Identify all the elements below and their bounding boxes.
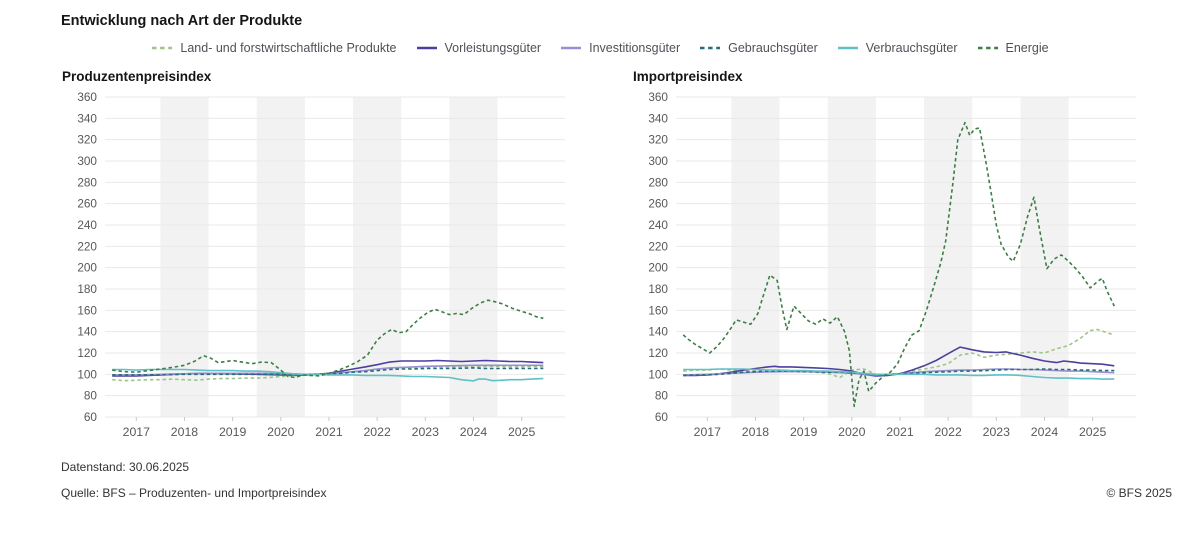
x-axis-tick-label: 2025 — [508, 425, 536, 439]
y-axis-tick-label: 220 — [648, 239, 668, 253]
y-axis-tick-label: 240 — [77, 218, 97, 232]
quelle-text: Quelle: BFS – Produzenten- und Importpre… — [61, 486, 327, 500]
year-band — [827, 97, 876, 417]
y-axis-tick-label: 320 — [77, 133, 97, 147]
y-axis-tick-label: 100 — [648, 367, 668, 381]
page-title: Entwicklung nach Art der Produkte — [61, 13, 303, 29]
y-axis-tick-label: 360 — [648, 90, 668, 104]
legend-item-verbrauchsg-ter[interactable]: Verbrauchsgüter — [837, 41, 958, 55]
legend-line-icon — [561, 46, 582, 50]
legend-label: Energie — [1005, 41, 1049, 55]
x-axis-tick-label: 2024 — [460, 425, 488, 439]
year-band — [924, 97, 973, 417]
y-axis-tick-label: 300 — [77, 154, 97, 168]
y-axis-tick-label: 160 — [648, 303, 668, 317]
x-axis-tick-label: 2022 — [363, 425, 391, 439]
x-axis-tick-label: 2021 — [315, 425, 343, 439]
y-axis-tick-label: 120 — [648, 346, 668, 360]
series-line-gebrauchsg-ter — [112, 367, 544, 376]
y-axis-tick-label: 120 — [77, 346, 97, 360]
x-axis-tick-label: 2023 — [983, 425, 1011, 439]
y-axis-tick-label: 220 — [77, 239, 97, 253]
legend-line-icon — [416, 46, 437, 50]
x-axis-tick-label: 2019 — [790, 425, 818, 439]
x-axis-tick-label: 2025 — [1079, 425, 1107, 439]
x-axis-tick-label: 2020 — [838, 425, 866, 439]
series-line-verbrauchsg-ter — [112, 368, 544, 382]
x-axis-tick-label: 2018 — [171, 425, 199, 439]
panel-title-importpreisindex: Importpreisindex — [633, 69, 743, 84]
y-axis-tick-label: 340 — [648, 111, 668, 125]
year-band — [731, 97, 780, 417]
y-axis-tick-label: 100 — [77, 367, 97, 381]
produzentenpreisindex-svg: 60 80 100 120 140 160 180 200 220 240 260 280 300 320… — [77, 90, 565, 439]
x-axis-tick-label: 2018 — [742, 425, 770, 439]
y-axis-tick-label: 180 — [648, 282, 668, 296]
y-axis-tick-label: 140 — [648, 325, 668, 339]
y-axis-tick-label: 320 — [648, 133, 668, 147]
x-axis-tick-label: 2020 — [267, 425, 295, 439]
datenstand-text: Datenstand: 30.06.2025 — [61, 460, 190, 474]
legend-label: Land- und forstwirtschaftliche Produkte — [180, 41, 397, 55]
importpreisindex-chart: 60 80 100 120 140 160 180 200 220 240 260 280 300 320… — [632, 89, 1144, 446]
x-axis-tick-label: 2022 — [934, 425, 962, 439]
y-axis-tick-label: 60 — [655, 410, 669, 424]
year-band — [449, 97, 498, 417]
y-axis-tick-label: 60 — [84, 410, 98, 424]
x-axis-tick-label: 2024 — [1031, 425, 1059, 439]
y-axis-tick-label: 260 — [77, 197, 97, 211]
y-axis-tick-label: 160 — [77, 303, 97, 317]
y-axis-tick-label: 340 — [77, 111, 97, 125]
legend-line-icon — [700, 46, 721, 50]
legend: Land- und forstwirtschaftliche Produkte V… — [0, 41, 1200, 55]
series-line-verbrauchsg-ter — [683, 368, 1115, 380]
legend-line-icon — [837, 46, 858, 50]
y-axis-tick-label: 240 — [648, 218, 668, 232]
y-axis-tick-label: 200 — [77, 261, 97, 275]
x-axis-tick-label: 2021 — [886, 425, 914, 439]
copyright-text: © BFS 2025 — [1106, 486, 1172, 500]
x-axis-tick-label: 2023 — [412, 425, 440, 439]
panel-importpreisindex: Importpreisindex 60 80 100 120 140 160 180 200 2… — [632, 69, 1144, 446]
y-axis-tick-label: 80 — [84, 389, 98, 403]
legend-item-land-und-forstwirtschaftliche-produkte[interactable]: Land- und forstwirtschaftliche Produkte — [151, 41, 397, 55]
y-axis-tick-label: 200 — [648, 261, 668, 275]
legend-line-icon — [977, 46, 998, 50]
legend-label: Verbrauchsgüter — [865, 41, 958, 55]
legend-item-gebrauchsg-ter[interactable]: Gebrauchsgüter — [699, 41, 818, 55]
series-line-energie — [682, 121, 1116, 408]
y-axis-tick-label: 80 — [655, 389, 669, 403]
legend-label: Investitionsgüter — [589, 41, 681, 55]
year-band — [353, 97, 402, 417]
legend-label: Gebrauchsgüter — [728, 41, 818, 55]
legend-label: Vorleistungsgüter — [444, 41, 542, 55]
legend-line-icon — [152, 46, 173, 50]
series-line-vorleistungsg-ter — [683, 346, 1115, 377]
y-axis-tick-label: 180 — [77, 282, 97, 296]
panel-produzentenpreisindex: Produzentenpreisindex 60 80 100 120 140 160 18… — [61, 69, 573, 446]
x-axis-tick-label: 2017 — [123, 425, 151, 439]
y-axis-tick-label: 280 — [648, 175, 668, 189]
series-line-energie — [112, 299, 544, 379]
legend-item-energie[interactable]: Energie — [977, 41, 1049, 55]
legend-item-investitionsg-ter[interactable]: Investitionsgüter — [560, 41, 680, 55]
y-axis-tick-label: 260 — [648, 197, 668, 211]
panel-title-produzentenpreisindex: Produzentenpreisindex — [62, 69, 212, 84]
x-axis-tick-label: 2017 — [694, 425, 722, 439]
year-band — [256, 97, 305, 417]
y-axis-tick-label: 280 — [77, 175, 97, 189]
x-axis-tick-label: 2019 — [219, 425, 247, 439]
y-axis-tick-label: 360 — [77, 90, 97, 104]
y-axis-tick-label: 140 — [77, 325, 97, 339]
y-axis-tick-label: 300 — [648, 154, 668, 168]
legend-item-vorleistungsg-ter[interactable]: Vorleistungsgüter — [416, 41, 542, 55]
year-band — [160, 97, 209, 417]
produzentenpreisindex-chart: 60 80 100 120 140 160 180 200 220 240 260 280 300 320… — [61, 89, 573, 446]
importpreisindex-svg: 60 80 100 120 140 160 180 200 220 240 260 280 300 320… — [648, 90, 1136, 439]
chart-panels: Produzentenpreisindex 60 80 100 120 140 160 18… — [61, 69, 1144, 446]
